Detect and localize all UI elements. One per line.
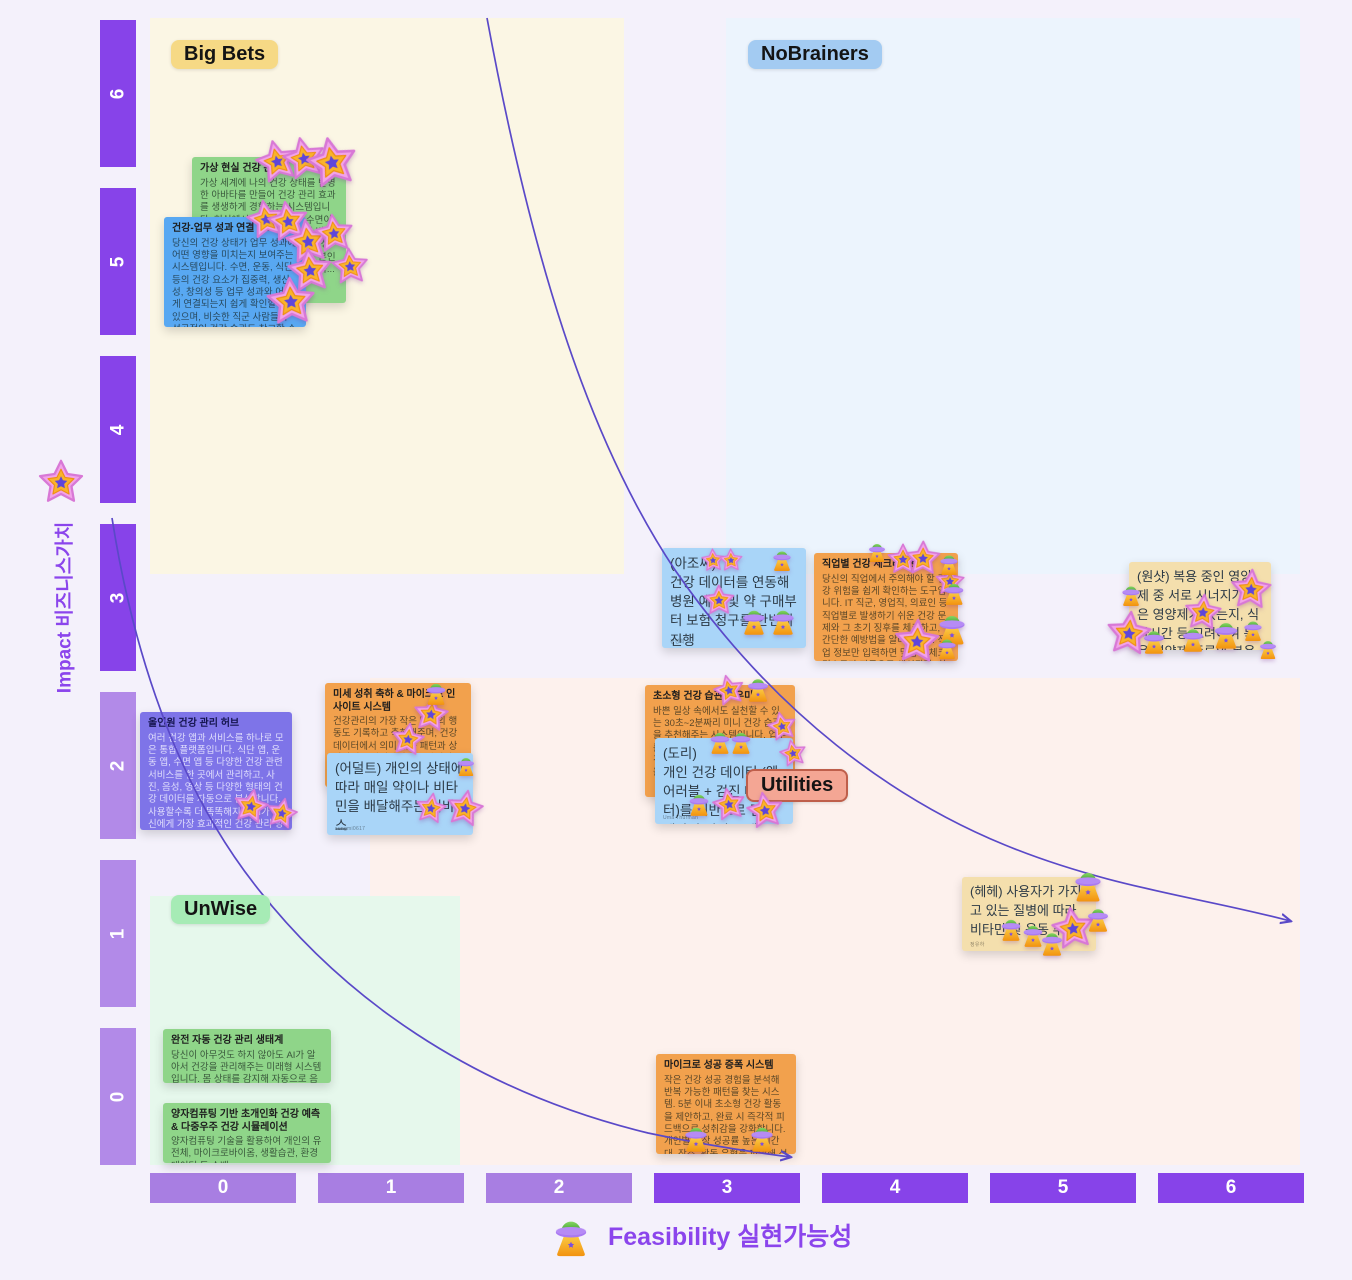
star-sticker[interactable] xyxy=(443,786,487,830)
ufo-sticker[interactable] xyxy=(746,1121,778,1153)
ufo-sticker[interactable] xyxy=(936,550,962,576)
quadrant-label-nobrainers[interactable]: NoBrainers xyxy=(748,40,882,69)
ufo-sticker[interactable] xyxy=(940,578,968,606)
y-axis-tick-3: 3 xyxy=(100,524,136,671)
note-title: 가상 현실 건강 분신 xyxy=(200,163,282,174)
x-axis-tick-0: 0 xyxy=(150,1173,296,1203)
x-axis-tick-5: 5 xyxy=(990,1173,1136,1203)
ufo-sticker[interactable] xyxy=(454,753,478,777)
note-title: 마이크로 성공 증폭 시스템 xyxy=(664,1060,774,1071)
y-axis-tick-0: 0 xyxy=(100,1028,136,1165)
ufo-sticker[interactable] xyxy=(422,678,450,706)
note-author: 정유하 xyxy=(970,942,985,948)
note-body: 당신이 아무것도 하지 않아도 AI가 알아서 건강을 관리해주는 미래형 시스… xyxy=(171,1049,322,1084)
ufo-sticker[interactable] xyxy=(1209,616,1243,650)
ufo-sticker[interactable] xyxy=(738,604,770,636)
quadrant-label-unwise[interactable]: UnWise xyxy=(171,895,271,924)
star-sticker[interactable] xyxy=(263,794,301,832)
star-sticker[interactable] xyxy=(329,245,370,286)
note-title: 양자컴퓨팅 기반 초개인화 건강 예측 & 다중우주 건강 시뮬레이션 xyxy=(171,1109,321,1133)
ufo-sticker[interactable] xyxy=(1256,636,1280,660)
y-tick-label: 0 xyxy=(106,1091,128,1102)
star-sticker[interactable] xyxy=(1229,567,1274,612)
y-tick-label: 1 xyxy=(106,928,128,939)
ufo-sticker[interactable] xyxy=(727,727,755,755)
y-axis-legend-label: Impact 비즈니스가치 xyxy=(54,521,76,694)
quadrant-label-big-bets[interactable]: Big Bets xyxy=(171,40,279,69)
y-tick-label: 4 xyxy=(106,424,128,435)
note-title: 완전 자동 건강 관리 생태계 xyxy=(171,1035,284,1046)
ufo-sticker[interactable] xyxy=(743,673,773,703)
ufo-sticker[interactable] xyxy=(1037,927,1067,957)
y-axis-tick-1: 1 xyxy=(100,860,136,1007)
x-axis-legend-label: Feasibility 실현가능성 xyxy=(608,1223,853,1251)
y-tick-label: 2 xyxy=(106,760,128,771)
note-title: 올인원 건강 관리 허브 xyxy=(148,718,240,729)
note-author: 강성희 xyxy=(670,639,685,645)
y-axis-tick-5: 5 xyxy=(100,188,136,335)
star-sticker[interactable] xyxy=(389,720,427,758)
y-axis-tick-2: 2 xyxy=(100,692,136,839)
note-title: 건강-업무 성과 연결 시스템 xyxy=(172,223,285,234)
quadrant-bg-nobrainers xyxy=(726,18,1300,574)
feasibility-ufo-icon xyxy=(548,1212,594,1258)
y-axis-tick-6: 6 xyxy=(100,20,136,167)
ufo-sticker[interactable] xyxy=(1069,865,1107,903)
x-axis-tick-1: 1 xyxy=(318,1173,464,1203)
impact-star-icon xyxy=(38,459,84,505)
star-sticker[interactable] xyxy=(719,548,744,573)
ufo-sticker[interactable] xyxy=(1083,903,1113,933)
star-sticker[interactable] xyxy=(709,784,748,823)
x-axis-tick-2: 2 xyxy=(486,1173,632,1203)
ufo-sticker[interactable] xyxy=(685,789,713,817)
y-tick-label: 6 xyxy=(106,88,128,99)
star-sticker[interactable] xyxy=(302,132,363,193)
quadrant-bg-utilities xyxy=(370,678,1300,1165)
note-body: 양자컴퓨팅 기술을 활용하여 개인의 유전체, 마이크로바이옴, 생활습관, 환… xyxy=(171,1136,322,1163)
star-sticker[interactable] xyxy=(743,788,786,831)
ufo-sticker[interactable] xyxy=(934,634,960,660)
note-body: 당신의 건강 상태가 업무 성과에 어떤 영향을 미치는지 보여주는 시스템입니… xyxy=(172,237,297,328)
ufo-sticker[interactable] xyxy=(680,1121,712,1153)
x-axis-tick-4: 4 xyxy=(822,1173,968,1203)
y-tick-label: 3 xyxy=(106,592,128,603)
ufo-sticker[interactable] xyxy=(1139,625,1169,655)
x-axis-legend: Feasibility 실현가능성 xyxy=(548,1212,852,1258)
star-sticker[interactable] xyxy=(703,584,736,617)
note-author: sungmi0617 xyxy=(335,826,366,832)
y-axis-tick-4: 4 xyxy=(100,356,136,503)
ufo-sticker[interactable] xyxy=(769,546,795,572)
y-tick-label: 5 xyxy=(106,256,128,267)
star-sticker[interactable] xyxy=(264,274,317,327)
x-axis-tick-6: 6 xyxy=(1158,1173,1304,1203)
ufo-sticker[interactable] xyxy=(1118,581,1144,607)
ufo-sticker[interactable] xyxy=(865,539,889,563)
ufo-sticker[interactable] xyxy=(767,604,799,636)
ufo-sticker[interactable] xyxy=(1178,623,1208,653)
x-axis-tick-3: 3 xyxy=(654,1173,800,1203)
star-sticker[interactable] xyxy=(777,737,810,770)
